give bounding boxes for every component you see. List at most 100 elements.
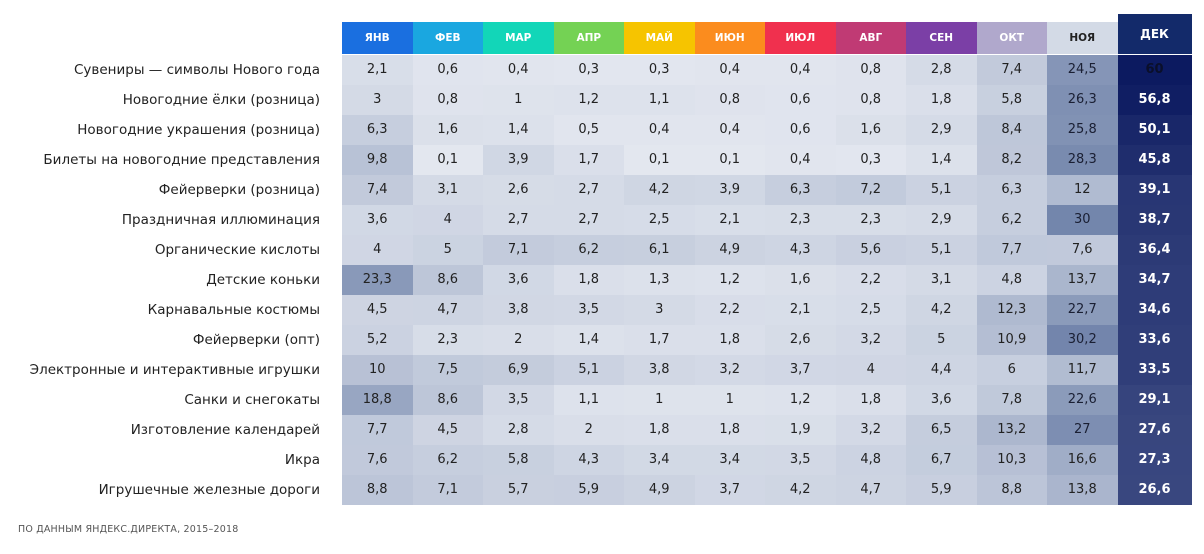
heatmap-cell: 4,4 (906, 355, 977, 385)
heatmap-cell: 3 (342, 85, 413, 115)
column-header-12: ДЕК (1117, 14, 1192, 54)
heatmap-cell: 13,2 (976, 415, 1047, 445)
heatmap-cell: 10 (342, 355, 413, 385)
heatmap-cell: 33,5 (1117, 355, 1192, 385)
heatmap-cell: 0,5 (553, 115, 624, 145)
column-header-10: ОКТ (976, 22, 1047, 54)
heatmap-cell: 3,8 (483, 295, 554, 325)
heatmap-cell: 0,3 (624, 55, 695, 85)
heatmap-cell: 1,2 (553, 85, 624, 115)
heatmap-cell: 13,7 (1047, 265, 1118, 295)
heatmap-cell: 3,5 (483, 385, 554, 415)
heatmap-cell: 3,6 (483, 265, 554, 295)
heatmap-cell: 6,1 (624, 235, 695, 265)
heatmap-cell: 4,2 (624, 175, 695, 205)
heatmap-cell: 26,6 (1117, 475, 1192, 505)
heatmap-cell: 2,2 (694, 295, 765, 325)
heatmap-cell: 0,4 (694, 115, 765, 145)
row-label: Новогодние ёлки (розница) (122, 92, 320, 108)
heatmap-cell: 22,6 (1047, 385, 1118, 415)
heatmap-cell: 3,9 (483, 145, 554, 175)
heatmap-cell: 38,7 (1117, 205, 1192, 235)
heatmap-cell: 1,8 (906, 85, 977, 115)
heatmap-cell: 8,6 (412, 265, 483, 295)
heatmap-cell: 12,3 (976, 295, 1047, 325)
heatmap-cell: 3,8 (624, 355, 695, 385)
heatmap-cell: 9,8 (342, 145, 413, 175)
heatmap-cell: 4,3 (765, 235, 836, 265)
heatmap-cell: 3,7 (694, 475, 765, 505)
heatmap-cell: 2,1 (342, 55, 413, 85)
row-label: Детские коньки (206, 272, 320, 288)
heatmap-cell: 4,2 (765, 475, 836, 505)
heatmap-cell: 2,5 (835, 295, 906, 325)
heatmap-cell: 7,6 (1047, 235, 1118, 265)
heatmap-cell: 3,2 (835, 415, 906, 445)
heatmap-cell: 6,2 (553, 235, 624, 265)
heatmap-cell: 13,8 (1047, 475, 1118, 505)
heatmap-cell: 1,6 (765, 265, 836, 295)
row-label: Новогодние украшения (розница) (77, 122, 320, 138)
heatmap-cell: 2,1 (765, 295, 836, 325)
column-header-5: МАЙ (624, 22, 695, 54)
heatmap-cell: 24,5 (1047, 55, 1118, 85)
row-label: Санки и снегокаты (184, 392, 320, 408)
heatmap-cell: 0,4 (624, 115, 695, 145)
column-header-11: НОЯ (1047, 22, 1118, 54)
heatmap-cell: 2,7 (483, 205, 554, 235)
heatmap-cell: 1 (624, 385, 695, 415)
heatmap-cell: 3 (624, 295, 695, 325)
heatmap-cell: 4,7 (835, 475, 906, 505)
heatmap-cell: 6,5 (906, 415, 977, 445)
heatmap-cell: 0,4 (483, 55, 554, 85)
heatmap-cell: 12 (1047, 175, 1118, 205)
heatmap-cell: 10,3 (976, 445, 1047, 475)
heatmap-cell: 5,2 (342, 325, 413, 355)
heatmap-cell: 7,7 (342, 415, 413, 445)
heatmap-cell: 4,8 (835, 445, 906, 475)
heatmap-cell: 45,8 (1117, 145, 1192, 175)
heatmap-cell: 39,1 (1117, 175, 1192, 205)
heatmap-cell: 4,9 (624, 475, 695, 505)
heatmap-cell: 7,7 (976, 235, 1047, 265)
heatmap-cell: 2,2 (835, 265, 906, 295)
heatmap-cell: 7,1 (483, 235, 554, 265)
heatmap-cell: 1,1 (553, 385, 624, 415)
heatmap-cell: 4 (342, 235, 413, 265)
heatmap-cell: 3,7 (765, 355, 836, 385)
heatmap-cell: 27,6 (1117, 415, 1192, 445)
heatmap-cell: 18,8 (342, 385, 413, 415)
heatmap-cell: 1,2 (765, 385, 836, 415)
heatmap-cell: 7,2 (835, 175, 906, 205)
row-label: Билеты на новогодние представления (43, 152, 320, 168)
heatmap-cell: 2,3 (412, 325, 483, 355)
heatmap-cell: 4,9 (694, 235, 765, 265)
heatmap-cell: 2,8 (906, 55, 977, 85)
heatmap-cell: 0,6 (765, 85, 836, 115)
heatmap-cell: 1,9 (765, 415, 836, 445)
heatmap-cell: 1,4 (483, 115, 554, 145)
heatmap-cell: 6,3 (342, 115, 413, 145)
heatmap-cell: 7,4 (342, 175, 413, 205)
heatmap-cell: 0,6 (412, 55, 483, 85)
heatmap-cell: 4,3 (553, 445, 624, 475)
heatmap-cell: 0,8 (835, 55, 906, 85)
heatmap-cell: 4,7 (412, 295, 483, 325)
column-header-1: ЯНВ (342, 22, 413, 54)
row-label: Органические кислоты (154, 242, 320, 258)
heatmap-cell: 5 (906, 325, 977, 355)
source-note: ПО ДАННЫМ ЯНДЕКС.ДИРЕКТА, 2015–2018 (18, 524, 239, 535)
heatmap-cell: 29,1 (1117, 385, 1192, 415)
heatmap-cell: 1,8 (694, 415, 765, 445)
heatmap-cell: 5,7 (483, 475, 554, 505)
row-label: Карнавальные костюмы (147, 302, 320, 318)
heatmap-cell: 4,5 (412, 415, 483, 445)
heatmap-cell: 1,7 (624, 325, 695, 355)
heatmap-cell: 8,2 (976, 145, 1047, 175)
heatmap-cell: 11,7 (1047, 355, 1118, 385)
heatmap-cell: 3,1 (412, 175, 483, 205)
row-label: Изготовление календарей (130, 422, 320, 438)
heatmap-cell: 1,8 (553, 265, 624, 295)
heatmap-cell: 4,5 (342, 295, 413, 325)
